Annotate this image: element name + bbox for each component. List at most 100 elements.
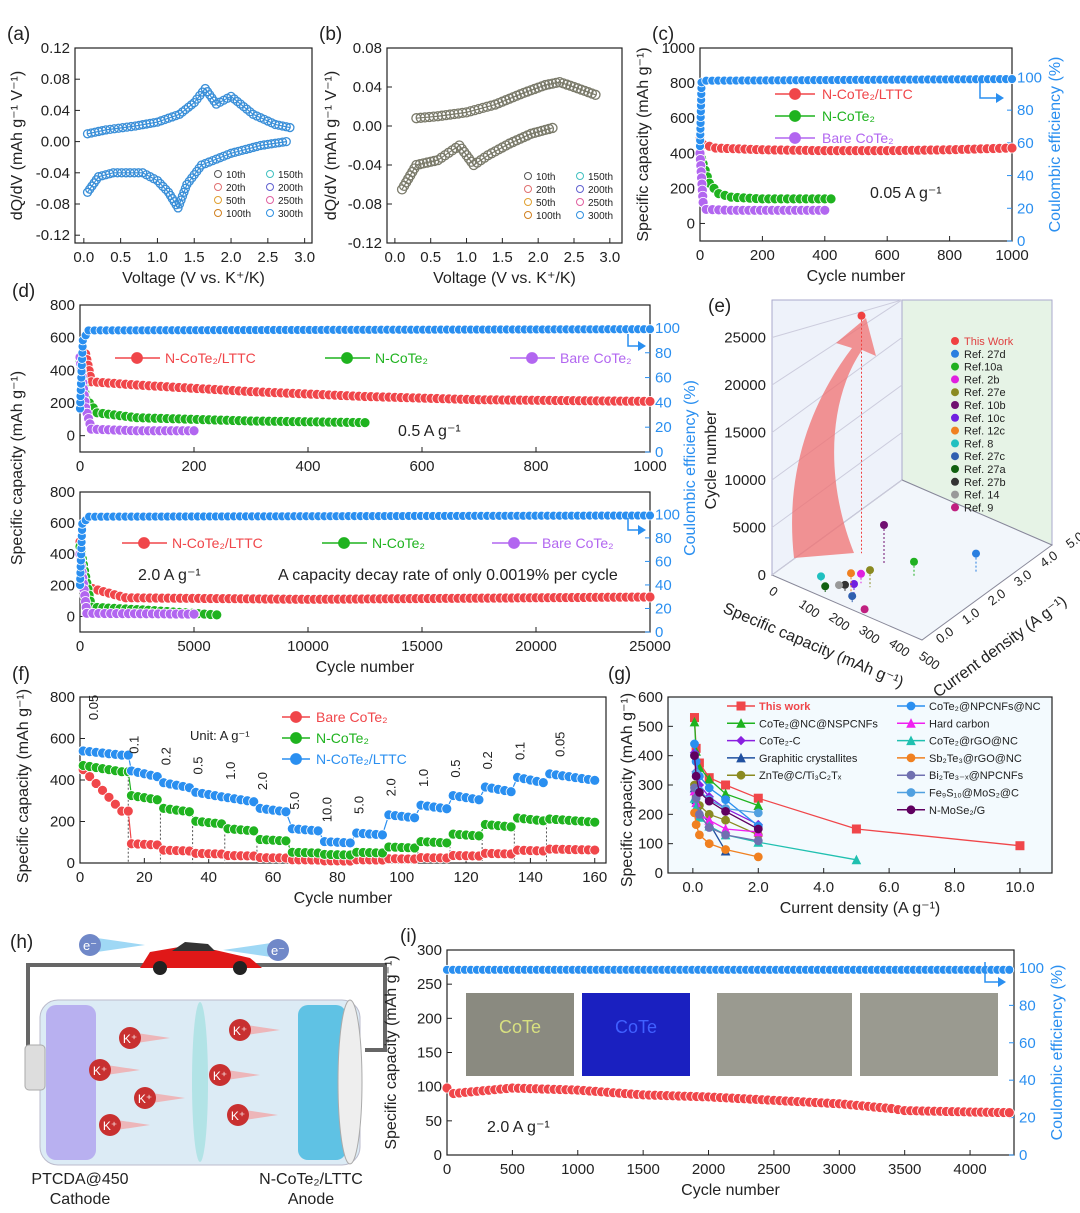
legend-label: CoTe₂@NPCNFs@NC	[929, 701, 1041, 713]
cycle-tick-label: 15000	[724, 425, 766, 442]
potassium-ion-icon	[209, 1064, 231, 1086]
legend-marker	[338, 537, 350, 549]
data-point	[644, 591, 656, 603]
potassium-ion-icon	[227, 1104, 249, 1126]
ce-axis-arrow	[627, 518, 640, 531]
legend-marker	[789, 88, 801, 100]
device-photo	[582, 993, 690, 1076]
cycle-tick-label: 25000	[724, 330, 766, 347]
data-point	[188, 425, 200, 437]
current-density-label: 0.5 A g⁻¹	[398, 423, 461, 440]
cathode-layer	[46, 1005, 96, 1160]
data-point	[753, 824, 763, 834]
y-tick-label: 200	[50, 395, 75, 412]
legend-label: N-CoTe₂/LTTC	[165, 350, 256, 366]
x-tick-label: 0.0	[73, 249, 94, 266]
y-tick-label: 250	[417, 976, 442, 993]
y2-tick-label: 100	[655, 506, 680, 523]
data-point	[183, 806, 195, 818]
y-tick-label: -0.04	[348, 157, 382, 174]
legend-marker	[576, 198, 584, 206]
data-point	[122, 749, 134, 761]
rate-label: 1.0	[416, 769, 431, 787]
series-0	[77, 764, 601, 867]
x-tick-label: 4.0	[813, 879, 834, 896]
legend-label: N-CoTe₂/LTTC	[172, 535, 263, 551]
legend-marker	[906, 753, 916, 763]
data-point	[691, 771, 701, 781]
y2-axis-title: Coulombic efficiency (%)	[1047, 57, 1064, 233]
data-point	[161, 184, 171, 195]
data-point	[540, 79, 551, 91]
series-n-cote-lttc	[74, 348, 656, 407]
y2-tick-label: 40	[1019, 1072, 1036, 1089]
y-axis-title: Specific capacity (mAh g⁻¹)	[619, 693, 636, 887]
y-tick-label: 0	[434, 1147, 442, 1164]
data-point	[97, 784, 108, 796]
data-point	[152, 175, 163, 186]
legend-label: 150th	[278, 170, 303, 181]
data-point	[409, 812, 420, 824]
data-point	[543, 79, 555, 90]
data-point	[695, 830, 704, 840]
data-point	[505, 786, 517, 798]
data-point	[151, 794, 163, 806]
data-point	[841, 580, 849, 589]
y-tick-label: 0	[67, 855, 75, 872]
legend-label: Ref. 27c	[964, 451, 1005, 463]
y-tick-label: 200	[417, 1010, 442, 1027]
legend-marker	[789, 110, 801, 122]
x-axis-title: Voltage (V vs. K⁺/K)	[122, 270, 265, 287]
arrow-head-icon	[638, 341, 646, 351]
y2-tick-label: 0	[1019, 1147, 1027, 1164]
legend-label: N-CoTe₂	[316, 730, 369, 746]
data-point	[550, 77, 562, 89]
legend-label: This Work	[964, 336, 1014, 348]
y2-tick-label: 40	[655, 577, 672, 594]
current-density-label: 2.0 A g⁻¹	[487, 1119, 550, 1136]
legend-label: CoTe₂@rGO@NC	[929, 736, 1018, 748]
data-point	[473, 830, 485, 842]
current-density-label: 2.0 A g⁻¹	[138, 567, 201, 584]
capacity-tick-label: 400	[886, 635, 912, 660]
y-axis-title: Specific capacity (mAh g⁻¹)	[9, 371, 26, 565]
legend-marker	[736, 718, 746, 728]
data-point	[505, 821, 517, 833]
legend-label: Ref. 9	[964, 502, 993, 514]
y2-tick-label: 60	[655, 553, 672, 570]
legend-label: Graphitic crystallites	[759, 753, 858, 765]
legend-label: ZnTe@C/Ti₃C₂Tₓ	[759, 770, 842, 782]
legend-label: 250th	[588, 198, 613, 209]
plot-frame	[74, 47, 313, 244]
y2-tick-label: 80	[655, 530, 672, 547]
data-point	[848, 592, 857, 601]
legend-marker	[951, 375, 959, 384]
legend-label: Ref.10a	[964, 362, 1003, 374]
data-point	[857, 311, 866, 320]
rate-label: 0.5	[191, 756, 206, 774]
rate-label: 5.0	[287, 792, 302, 810]
legend-label: 300th	[588, 211, 613, 222]
legend-marker	[789, 132, 801, 144]
x-tick-label: 0.0	[384, 249, 405, 266]
series-discharge	[82, 136, 291, 213]
y2-tick-label: 20	[1017, 200, 1034, 217]
data-point	[547, 78, 558, 89]
panel-f: 0 20 40 60 80 100 120 140 160 0 200 400 600 800 Cycle …	[12, 664, 607, 907]
external-wire	[26, 963, 387, 1052]
legend-label: 10th	[536, 172, 555, 183]
series-2	[77, 745, 601, 849]
rate-label: 0.1	[126, 736, 141, 754]
cycle-tick-label: 0	[758, 567, 766, 584]
capacity-tick-label: 500	[916, 648, 942, 673]
ce-axis-arrow	[984, 962, 1000, 983]
data-point	[695, 787, 704, 797]
x-tick-label: 2.5	[564, 249, 585, 266]
y-tick-label: 0.04	[353, 79, 382, 96]
legend-label: Ref. 27d	[964, 349, 1006, 361]
legend-marker	[576, 211, 584, 219]
x-axis-title: Voltage (V vs. K⁺/K)	[433, 270, 576, 287]
rate-label: 0.05	[553, 732, 568, 757]
x-tick-label: 2.5	[257, 249, 278, 266]
unit-label: Unit: A g⁻¹	[190, 728, 250, 743]
